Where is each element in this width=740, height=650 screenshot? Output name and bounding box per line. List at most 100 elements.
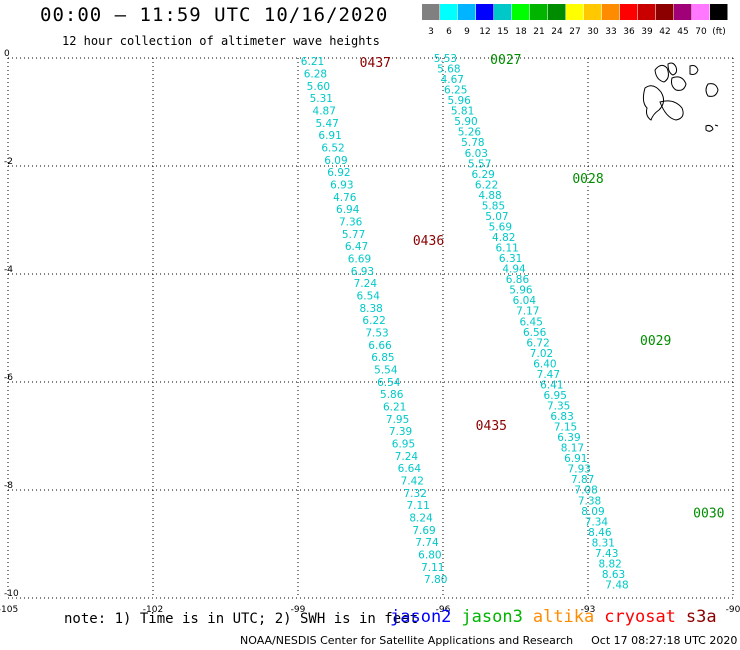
wave-height-value: 8.63 [602,569,625,581]
wave-height-value: 7.11 [406,500,429,512]
color-swatch [674,4,692,20]
wave-height-value: 6.94 [336,204,360,216]
wave-height-value: 5.54 [374,364,398,376]
x-tick-label: -90 [726,605,740,615]
map-grid [7,57,734,599]
color-scale-label: 21 [533,27,544,37]
wave-height-value: 7.38 [578,495,601,507]
x-tick-label: -99 [291,605,306,615]
legend-item-jason2: jason2 [390,607,452,627]
wave-height-value: 8.17 [561,443,584,455]
wave-height-value: 6.47 [345,241,368,253]
color-swatch [422,4,440,20]
color-swatch [638,4,656,20]
color-scale-label: 3 [428,27,434,37]
wave-height-value: 6.91 [564,453,587,465]
color-scale-label: 70 [695,27,707,37]
satellite-legend: jason2 jason3 altika cryosat s3a [390,607,727,627]
wave-height-value: 7.34 [585,516,609,528]
legend-item-s3a: s3a [685,607,717,627]
pass-time-label: 0435 [476,419,507,434]
wave-height-value: 7.08 [574,485,597,497]
color-swatch [584,4,602,20]
color-scale-label: 9 [464,27,470,37]
credit-text: NOAA/NESDIS Center for Satellite Applica… [240,634,574,647]
y-tick-label: -10 [4,589,19,599]
x-tick-label: -105 [0,605,18,615]
color-swatch [566,4,584,20]
wave-height-value: 6.91 [318,130,341,142]
color-scale-label: 33 [605,27,616,37]
wave-height-value: 7.02 [530,348,553,360]
y-tick-label: 0 [4,49,10,59]
units-note: note: 1) Time is in UTC; 2) SWH is in fe… [64,611,419,627]
wave-height-value: 6.83 [550,411,573,423]
wave-height-value: 6.41 [540,379,563,391]
color-swatch [656,4,674,20]
y-tick-label: -6 [4,373,13,383]
wave-height-value: 6.72 [526,337,549,349]
color-scale-label: 39 [641,27,653,37]
color-swatch [620,4,638,20]
wave-height-value: 6.21 [383,401,406,413]
pass-time-label: 0027 [490,53,521,68]
color-scale-label: 15 [497,27,508,37]
wave-height-value: 8.46 [588,527,612,539]
color-scale-label: 36 [623,27,635,37]
wave-height-value: 5.90 [454,116,477,128]
wave-height-value: 6.11 [495,243,518,255]
wave-height-value: 4.94 [502,264,526,276]
wave-height-value: 6.54 [357,291,381,303]
wave-height-value: 7.24 [354,278,378,290]
map-title: 00:00 – 11:59 UTC 10/16/2020 [40,4,389,26]
wave-height-value: 6.95 [392,438,415,450]
credit-footer: NOAA/NESDIS Center for Satellite Applica… [240,634,737,647]
wave-height-value: 5.53 [434,53,457,65]
wave-height-value: 5.77 [342,229,365,241]
pass-time-label: 0029 [640,334,671,349]
wave-height-value: 6.95 [544,390,567,402]
wave-height-value: 6.85 [371,352,394,364]
wave-height-value: 6.45 [520,316,543,328]
wave-height-value: 6.09 [324,155,347,167]
wave-height-value: 8.82 [598,558,621,570]
wave-height-value: 6.56 [523,327,547,339]
wave-height-value: 4.76 [333,192,357,204]
wave-height-value: 6.52 [321,143,344,155]
wave-height-value: 6.40 [533,358,556,370]
wave-height-value: 5.07 [485,211,508,223]
pass-time-label: 0436 [413,234,444,249]
pass-time-label: 0437 [360,56,391,71]
wave-height-value: 6.03 [465,148,488,160]
wave-height-value: 7.93 [568,464,591,476]
wave-height-value: 7.15 [554,422,577,434]
wave-height-value: 8.38 [359,303,382,315]
pass-time-label: 0030 [693,507,724,522]
wave-height-value: 6.80 [418,549,441,561]
wave-height-value: 7.35 [547,400,570,412]
color-scale-label: 12 [479,27,490,37]
generated-timestamp: Oct 17 08:27:18 UTC 2020 [591,634,738,647]
map-subtitle: 12 hour collection of altimeter wave hei… [62,34,380,48]
wave-height-value: 5.57 [468,158,491,170]
color-swatch [530,4,548,20]
wave-height-value: 6.86 [506,274,530,286]
wave-height-value: 6.29 [471,169,494,181]
wave-height-value: 6.25 [444,85,467,97]
wave-height-value: 8.31 [592,537,615,549]
x-tick-label: -93 [581,605,596,615]
wave-height-value: 7.11 [421,562,444,574]
wave-height-value: 6.31 [499,253,522,265]
wave-height-value: 6.93 [330,180,353,192]
color-scale-label: 18 [515,27,527,37]
wave-height-value: 6.92 [327,167,350,179]
satellite-tracks: 6.216.285.605.314.875.476.916.526.096.92… [301,53,725,592]
wave-height-value: 7.87 [571,474,594,486]
color-scale-label: 27 [569,27,580,37]
wave-height-value: 8.24 [409,512,433,524]
wave-height-value: 6.93 [351,266,374,278]
wave-height-value: 5.96 [509,285,533,297]
axis-tick-labels: -105 -102 -99 -96 -93 -90 0 -2 -4 -6 -8 -10 [0,49,740,615]
wave-height-value: 5.81 [451,106,474,118]
wave-height-value: 5.78 [461,137,484,149]
